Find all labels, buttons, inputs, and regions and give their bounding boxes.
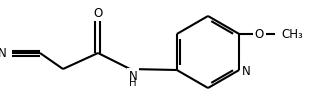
Text: N: N bbox=[128, 70, 137, 82]
Text: N: N bbox=[242, 65, 251, 77]
Text: O: O bbox=[255, 27, 264, 41]
Text: N: N bbox=[0, 47, 7, 59]
Text: O: O bbox=[93, 7, 103, 19]
Text: CH₃: CH₃ bbox=[281, 27, 303, 41]
Text: H: H bbox=[129, 78, 137, 88]
